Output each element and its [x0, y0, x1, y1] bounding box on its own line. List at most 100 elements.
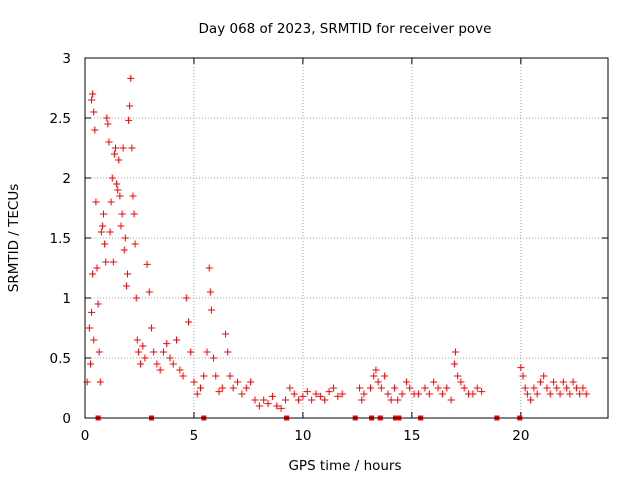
data-point: [222, 330, 230, 338]
data-point: [153, 360, 161, 368]
data-point: [366, 384, 374, 392]
data-point: [238, 390, 246, 398]
data-point: [98, 222, 106, 230]
data-point: [338, 390, 346, 398]
data-point: [190, 378, 198, 386]
data-point: [325, 388, 333, 396]
data-point: [173, 336, 181, 344]
data-point: [145, 288, 153, 296]
data-point: [105, 138, 113, 146]
data-point: [122, 282, 130, 290]
y-tick-label: 1: [62, 291, 71, 307]
data-point: [129, 192, 137, 200]
data-point: [454, 372, 462, 380]
data-point: [536, 378, 544, 386]
data-point: [360, 390, 368, 398]
data-point: [134, 348, 142, 356]
data-point: [218, 384, 226, 392]
data-point: [159, 348, 167, 356]
data-point: [540, 372, 548, 380]
data-point: [579, 384, 587, 392]
data-point: [104, 120, 112, 128]
data-point: [334, 392, 342, 400]
data-point: [110, 150, 118, 158]
data-point: [260, 396, 268, 404]
data-point: [457, 378, 465, 386]
data-point: [566, 390, 574, 398]
data-point: [200, 372, 208, 380]
y-tick-label: 1.5: [50, 231, 71, 247]
data-point: [90, 336, 98, 344]
data-point: [286, 384, 294, 392]
data-point: [224, 348, 232, 356]
data-point: [112, 144, 120, 152]
data-point: [205, 264, 213, 272]
data-point: [88, 96, 96, 104]
data-point: [443, 384, 451, 392]
data-point: [425, 390, 433, 398]
data-point: [113, 180, 121, 188]
data-point: [187, 348, 195, 356]
data-point: [131, 240, 139, 248]
data-point: [118, 210, 126, 218]
data-point: [97, 228, 105, 236]
data-point: [229, 384, 237, 392]
data-point: [527, 396, 535, 404]
data-point: [519, 372, 527, 380]
data-point: [125, 116, 133, 124]
data-point: [206, 288, 214, 296]
data-point: [116, 192, 124, 200]
data-point: [126, 102, 134, 110]
data-point: [582, 390, 590, 398]
data-point: [95, 348, 103, 356]
data-point: [169, 360, 177, 368]
data-point: [530, 384, 538, 392]
data-point: [156, 366, 164, 374]
y-axis-label: SRMTID / TECUs: [6, 184, 22, 292]
y-tick-label: 3: [62, 51, 71, 67]
data-point: [299, 392, 307, 400]
x-tick-label: 5: [190, 428, 199, 444]
data-point: [406, 384, 414, 392]
data-point: [185, 318, 193, 326]
data-point: [303, 388, 311, 396]
plot-frame: [84, 57, 609, 419]
data-point: [517, 364, 525, 372]
x-axis-label: GPS time / hours: [288, 458, 401, 474]
data-point: [128, 144, 136, 152]
data-point: [370, 372, 378, 380]
data-point: [563, 384, 571, 392]
data-point: [377, 384, 385, 392]
data-point: [550, 378, 558, 386]
data-point: [447, 396, 455, 404]
data-point: [89, 90, 97, 98]
data-point: [273, 402, 281, 410]
data-point: [141, 354, 149, 362]
data-point: [182, 294, 190, 302]
data-point: [572, 384, 580, 392]
x-tick-label: 15: [403, 428, 420, 444]
grid: [85, 58, 608, 418]
data-point: [89, 270, 97, 278]
data-point: [290, 390, 298, 398]
data-point: [196, 384, 204, 392]
data-point: [96, 378, 104, 386]
data-point: [203, 348, 211, 356]
data-point: [103, 114, 111, 122]
data-point: [469, 390, 477, 398]
data-point: [127, 74, 135, 82]
data-point: [523, 390, 531, 398]
data-point: [107, 198, 115, 206]
data-point: [137, 360, 145, 368]
data-point: [133, 336, 141, 344]
data-point: [90, 108, 98, 116]
data-point: [394, 396, 402, 404]
data-point: [390, 384, 398, 392]
data-point: [381, 372, 389, 380]
data-point: [438, 390, 446, 398]
data-point: [329, 384, 337, 392]
x-tick-label: 20: [512, 428, 529, 444]
data-point: [450, 360, 458, 368]
data-point: [147, 324, 155, 332]
